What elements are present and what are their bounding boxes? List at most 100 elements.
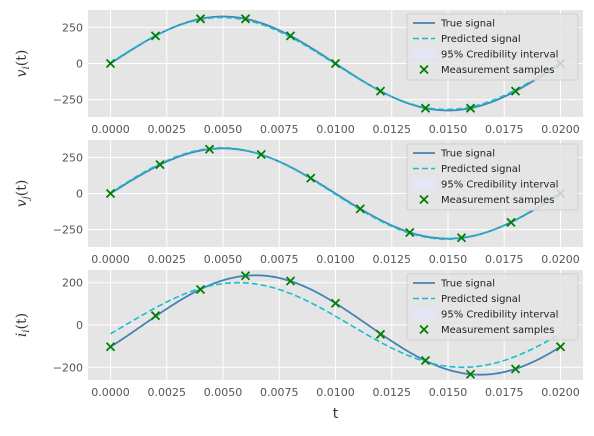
- legend-measurement-samples-swatch: [419, 324, 429, 335]
- measurement-sample-marker: [150, 311, 161, 321]
- x-tick-label: 0.0150: [429, 386, 468, 399]
- measurement-sample-marker: [420, 355, 431, 366]
- x-tick-label: 0.0100: [316, 253, 355, 266]
- y-axis-label: vj(t): [14, 180, 32, 208]
- y-tick-label: 200: [62, 277, 83, 290]
- x-tick-label: 0.0175: [485, 123, 524, 136]
- legend-credibility-interval-swatch: [413, 49, 435, 59]
- legend-label: True signal: [440, 279, 495, 290]
- x-tick-label: 0.0075: [260, 253, 299, 266]
- legend: True signal Predicted signal 95% Credibili…: [406, 273, 579, 341]
- x-tick-label: 0.0075: [260, 123, 299, 136]
- x-tick-label: 0.0150: [429, 253, 468, 266]
- legend-label: Predicted signal: [441, 34, 521, 45]
- x-tick-label: 0.0100: [316, 123, 355, 136]
- y-axis-label: vi(t): [14, 50, 32, 78]
- legend-label: Measurement samples: [441, 195, 554, 206]
- legend-label: 95% Credibility interval: [441, 310, 558, 321]
- measurement-sample-marker: [330, 58, 341, 69]
- legend: True signal Predicted signal 95% Credibili…: [406, 143, 579, 211]
- legend-box: [406, 143, 579, 211]
- legend-label: Measurement samples: [441, 325, 554, 336]
- panel-1: 0.0000 0.0025 0.0050 0.0075 0.0100 0.0125 0.01…: [14, 10, 583, 136]
- measurement-sample-marker: [285, 276, 296, 286]
- legend-label: Predicted signal: [441, 294, 521, 305]
- y-tick-label: 0: [76, 319, 83, 332]
- legend-label: 95% Credibility interval: [441, 180, 558, 191]
- y-tick-label: 0: [76, 188, 83, 201]
- x-tick-label: 0.0075: [260, 386, 299, 399]
- x-tick-label: 0.0175: [485, 386, 524, 399]
- legend-credibility-interval-swatch: [413, 179, 435, 189]
- legend-box: [406, 273, 579, 341]
- x-tick-label: 0.0175: [485, 253, 524, 266]
- x-tick-label: 0.0125: [373, 123, 412, 136]
- legend-box: [406, 13, 579, 81]
- x-tick-label: 0.0025: [148, 253, 187, 266]
- measurement-sample-marker: [285, 31, 296, 41]
- measurement-sample-marker: [330, 298, 341, 308]
- legend-label: True signal: [440, 19, 495, 30]
- legend-measurement-samples-swatch: [419, 194, 429, 205]
- legend-label: Predicted signal: [441, 164, 521, 175]
- x-tick-label: 0.0000: [91, 123, 130, 136]
- legend-label: 95% Credibility interval: [441, 50, 558, 61]
- measurement-sample-marker: [465, 103, 476, 113]
- panel-3: 0.0000 0.0025 0.0050 0.0075 0.0100 0.0125 0.01…: [14, 270, 583, 422]
- x-tick-label: 0.0125: [373, 386, 412, 399]
- predicted-signal-line: [110, 147, 561, 240]
- legend-measurement-samples-swatch: [419, 64, 429, 75]
- measurement-sample-marker: [456, 233, 467, 243]
- x-tick-label: 0.0050: [204, 123, 243, 136]
- x-axis-label: t: [333, 406, 339, 422]
- x-tick-label: 0.0025: [148, 386, 187, 399]
- measurement-sample-marker: [150, 31, 161, 41]
- measurement-sample-marker: [405, 227, 415, 238]
- y-axis-label: ii(t): [14, 313, 32, 337]
- x-tick-label: 0.0200: [541, 386, 580, 399]
- measurement-sample-marker: [105, 342, 116, 352]
- measurement-sample-marker: [355, 204, 365, 214]
- y-tick-label: −250: [53, 94, 83, 107]
- measurement-sample-marker: [240, 14, 251, 24]
- measurement-sample-marker: [306, 173, 316, 183]
- predicted-signal-line: [110, 281, 561, 369]
- measurement-sample-marker: [420, 103, 431, 113]
- measurement-sample-marker: [375, 86, 386, 96]
- legend-label: True signal: [440, 149, 495, 160]
- x-tick-label: 0.0050: [204, 253, 243, 266]
- x-tick-label: 0.0200: [541, 253, 580, 266]
- y-tick-label: 250: [62, 151, 83, 164]
- measurement-sample-marker: [465, 369, 476, 379]
- panel-2: 0.0000 0.0025 0.0050 0.0075 0.0100 0.0125 0.01…: [14, 140, 583, 266]
- measurement-sample-marker: [506, 217, 516, 228]
- x-tick-label: 0.0000: [91, 386, 130, 399]
- x-tick-label: 0.0000: [91, 253, 130, 266]
- measurement-sample-marker: [105, 58, 116, 69]
- x-tick-label: 0.0200: [541, 123, 580, 136]
- measurement-sample-marker: [195, 14, 206, 24]
- measurement-sample-marker: [510, 364, 521, 374]
- y-tick-label: −200: [53, 361, 83, 374]
- x-tick-label: 0.0100: [316, 386, 355, 399]
- measurement-sample-marker: [510, 86, 521, 96]
- measurement-sample-marker: [240, 271, 251, 281]
- x-tick-label: 0.0125: [373, 253, 412, 266]
- x-tick-label: 0.0150: [429, 123, 468, 136]
- legend-label: Measurement samples: [441, 65, 554, 76]
- measurement-sample-marker: [204, 144, 215, 154]
- measurement-sample-marker: [155, 159, 165, 170]
- legend-credibility-interval-swatch: [413, 309, 435, 319]
- measurement-sample-marker: [195, 284, 206, 295]
- measurement-sample-marker: [375, 329, 386, 339]
- x-tick-label: 0.0025: [148, 123, 187, 136]
- x-tick-label: 0.0050: [204, 386, 243, 399]
- measurement-sample-marker: [555, 342, 566, 352]
- y-tick-label: −250: [53, 224, 83, 237]
- y-tick-label: 0: [76, 58, 83, 71]
- y-tick-label: 250: [62, 21, 83, 34]
- measurement-sample-marker: [105, 188, 116, 199]
- legend: True signal Predicted signal 95% Credibili…: [406, 13, 579, 81]
- measurement-sample-marker: [256, 149, 266, 160]
